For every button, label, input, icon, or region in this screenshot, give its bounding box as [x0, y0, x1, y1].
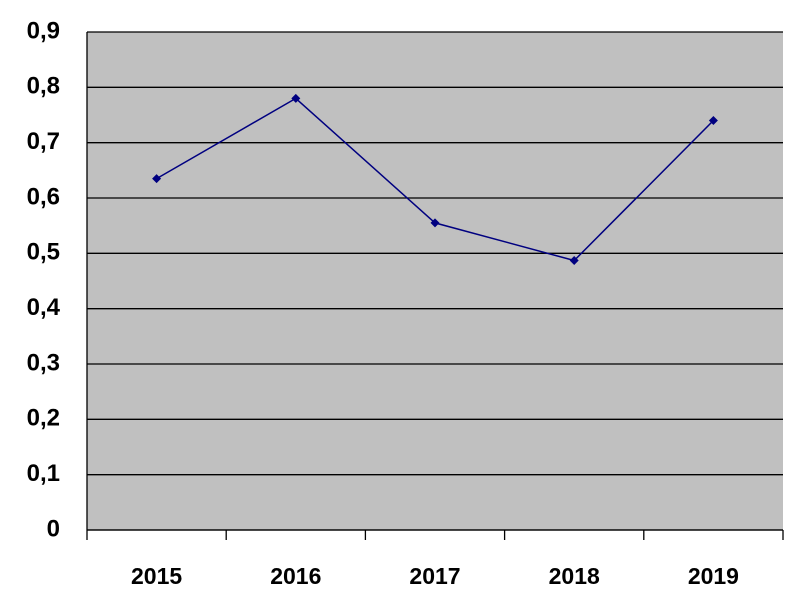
y-tick-label: 0	[47, 515, 60, 542]
marker	[708, 116, 718, 126]
marker	[291, 93, 301, 103]
y-tick-label: 0,5	[27, 239, 60, 266]
marker	[430, 218, 440, 228]
marker	[569, 256, 579, 266]
y-tick-label: 0,1	[27, 460, 60, 487]
y-tick-label: 0,4	[27, 294, 61, 321]
x-tick-label: 2016	[270, 563, 321, 589]
x-tick-label: 2019	[688, 563, 739, 589]
y-tick-label: 0,9	[27, 17, 60, 44]
y-tick-label: 0,7	[27, 128, 60, 155]
y-tick-label: 0,3	[27, 349, 60, 376]
marker	[152, 174, 162, 184]
plot-area	[87, 32, 783, 530]
x-tick-label: 2018	[549, 563, 600, 589]
y-tick-label: 0,6	[27, 183, 60, 210]
y-tick-label: 0,2	[27, 405, 60, 432]
x-tick-label: 2015	[131, 563, 182, 589]
y-tick-label: 0,8	[27, 73, 60, 100]
x-tick-label: 2017	[409, 563, 460, 589]
